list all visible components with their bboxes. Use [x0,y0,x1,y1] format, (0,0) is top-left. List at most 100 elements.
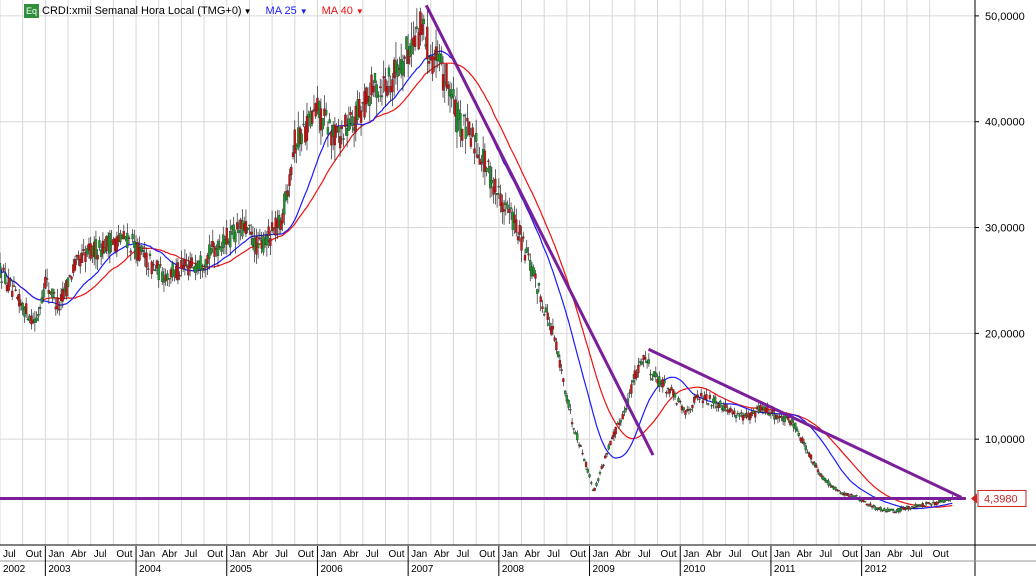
candle-body [872,505,875,507]
candle-body [848,495,851,498]
candle-body [145,252,148,268]
trendline [647,347,963,499]
candle-body [679,401,682,403]
x-year-label: 2002 [3,564,26,575]
candle-body [935,502,938,505]
candle-body [426,26,429,60]
symbol-label[interactable]: CRDI:xmil Semanal Hora Local (TMG+0) [42,5,242,17]
candle-body [12,285,16,287]
candle-body [802,441,806,445]
candle-body [265,235,269,246]
candle-body [58,309,61,311]
candle-body [11,290,14,297]
candle-body [722,405,725,411]
candle-body [623,410,626,413]
candle-body [250,231,253,235]
x-month-label: Jul [184,549,197,560]
ma40-legend[interactable]: MA 40 [321,5,353,17]
candle-body [157,264,160,281]
ma25-dropdown-icon[interactable]: ▼ [299,6,308,16]
candle-body [532,267,535,276]
candle-body [916,506,919,508]
candle-body [176,262,180,281]
candle-body [515,219,518,233]
candle-body [631,380,635,383]
candle-body [328,119,331,124]
candle-body [187,265,190,276]
candle-body [668,388,671,394]
candle-body [159,264,162,266]
ma40-dropdown-icon[interactable]: ▼ [355,6,364,16]
candle-body [487,160,490,162]
candle-body [459,112,462,137]
candle-body [166,273,169,280]
x-year-label: 2011 [774,564,796,575]
candle-body [677,398,680,402]
candle-body [740,412,743,415]
candle-body [290,167,293,176]
x-year-label: 2009 [593,564,616,575]
x-month-label: Abr [343,549,359,560]
candle-body [70,276,73,280]
x-month-label: Jul [275,549,288,560]
candle-body [403,56,406,59]
x-month-label: Jan [865,549,881,560]
candle-body [754,410,757,418]
ma25-legend[interactable]: MA 25 [265,5,297,17]
candle-body [86,248,89,255]
candle-body [733,410,736,415]
x-month-label: Abr [525,549,541,560]
candle-body [490,180,494,184]
candle-body [823,478,827,481]
candle-body [129,250,132,253]
dropdown-triangle-icon[interactable]: ▼ [243,6,252,16]
candle-body [572,428,575,430]
last-price-marker: 4,3980 [971,489,1027,507]
candle-body [759,405,762,412]
candle-body [701,400,705,404]
candle-body [918,504,921,507]
candle-body [501,202,504,213]
candle-body [543,314,546,316]
candle-body [122,231,125,239]
candle-body [365,87,368,105]
candles [0,7,954,514]
candle-body [710,404,713,407]
candle-body [846,493,849,496]
candle-body [413,35,417,47]
x-month-label: Abr [252,549,268,560]
candle-body [724,403,727,409]
candle-body [281,213,284,224]
x-month-label: Out [842,549,858,560]
candle-body [863,501,867,503]
candle-body [516,236,520,241]
candle-body [527,253,530,256]
candle-body [891,508,895,511]
candle-body [818,473,821,476]
candle-body [508,209,511,213]
candle-body [804,445,807,451]
candle-body [178,275,181,277]
candle-body [0,263,2,278]
candle-body [342,138,345,140]
candle-body [18,294,21,307]
x-month-label: Jul [638,549,651,560]
candle-body [380,95,384,98]
candle-body [419,11,422,36]
candle-body [469,137,473,147]
candle-body [604,455,607,459]
candle-body [358,99,361,117]
x-month-label: Abr [797,549,813,560]
y-axis-labels: 50,0000 40,0000 30,0000 20,0000 10,0000 [975,11,1025,446]
candle-body [898,508,902,512]
candle-body [520,237,523,251]
candle-body [45,278,49,280]
candle-body [787,416,790,421]
candle-body [415,26,419,29]
candle-body [795,428,799,432]
candle-body [790,419,794,424]
candle-body [293,129,296,154]
candle-body [904,507,907,510]
candle-body [783,415,787,422]
chart-grid [0,0,975,545]
